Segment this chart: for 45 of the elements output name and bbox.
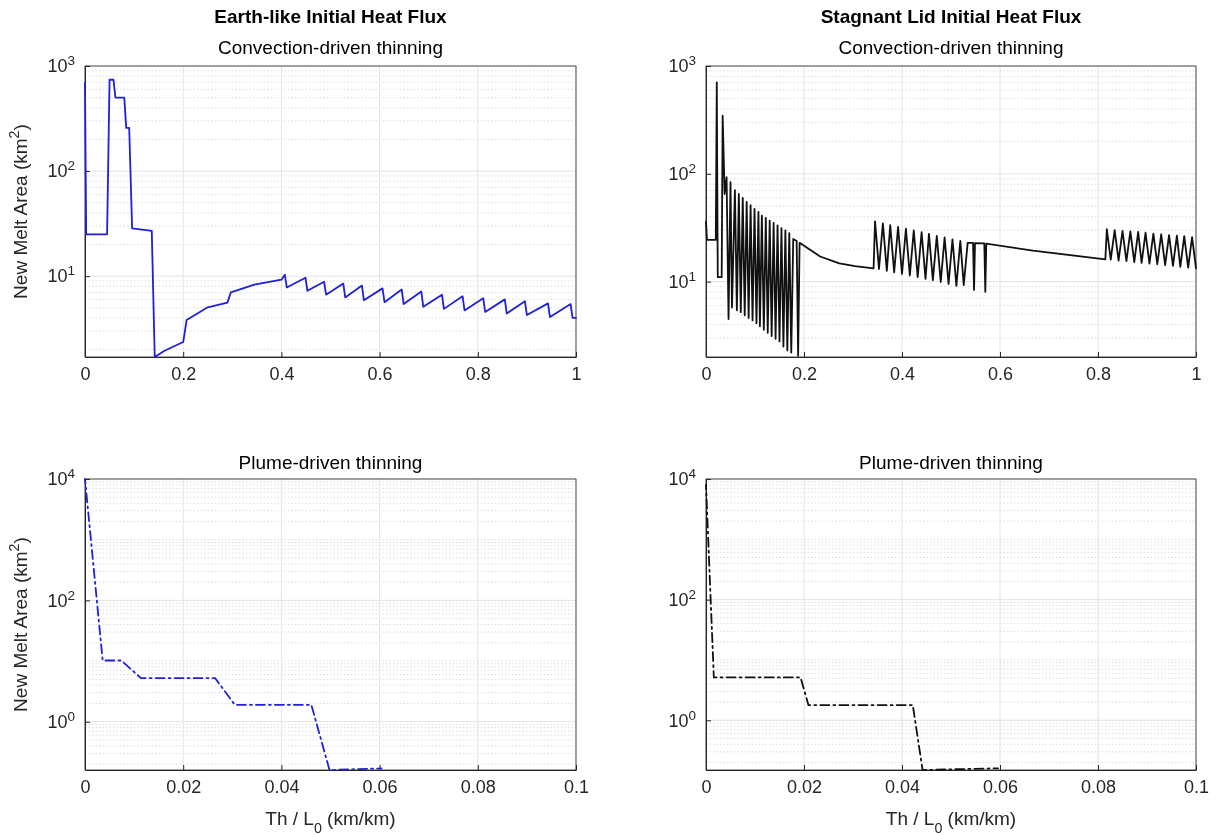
y-tick-label: 10$^{0}$ — [668, 707, 696, 731]
x-tick-label: 0 — [80, 363, 91, 384]
x-tick-label: 0.02 — [786, 776, 823, 797]
y-tick-label: 10$^{0}$ — [47, 708, 75, 732]
x-tick-label: 0.8 — [1085, 363, 1112, 384]
x-tick-label: 1 — [1191, 363, 1202, 384]
chart-subtitle: Convection-driven thinning — [218, 37, 443, 58]
x-tick-label: 0.08 — [1080, 776, 1117, 797]
y-tick-label: 10$^{4}$ — [668, 465, 697, 490]
chart-title: Earth-like Initial Heat Flux — [214, 6, 448, 27]
y-tick-label: 10$^{2}$ — [668, 160, 696, 185]
x-tick-label: 0.06 — [982, 776, 1019, 797]
y-tick-label: 10$^{3}$ — [47, 52, 75, 77]
chart-subtitle: Convection-driven thinning — [838, 37, 1064, 58]
chart-title: Stagnant Lid Initial Heat Flux — [820, 6, 1082, 27]
x-tick-label: 0.02 — [166, 776, 202, 797]
x-tick-label: 0.4 — [889, 363, 916, 384]
x-tick-label: 0.04 — [884, 776, 921, 797]
x-tick-label: 0.6 — [987, 363, 1014, 384]
line-series — [705, 483, 999, 771]
x-tick-label: 0.2 — [791, 363, 818, 384]
x-tick-label: 0 — [80, 776, 91, 797]
y-tick-label: 10$^{2}$ — [47, 157, 75, 182]
x-tick-label: 0.2 — [171, 363, 197, 384]
x-tick-label: 0.1 — [563, 776, 590, 797]
x-tick-label: 0 — [701, 363, 712, 384]
x-axis-title: Th / L$_{0}$ (km/km) — [885, 808, 1017, 835]
y-tick-label: 10$^{3}$ — [668, 52, 696, 77]
y-tick-label: 10$^{1}$ — [47, 262, 75, 287]
x-tick-label: 0.04 — [264, 776, 300, 797]
x-tick-label: 0.08 — [460, 776, 496, 797]
chart-title: Plume-driven thinning — [238, 452, 423, 473]
x-tick-label: 0.06 — [362, 776, 398, 797]
x-axis-title: Th / L$_{0}$ (km/km) — [265, 808, 396, 835]
y-tick-label: 10$^{2}$ — [668, 586, 696, 610]
x-tick-label: 1 — [571, 363, 582, 384]
y-tick-label: 10$^{2}$ — [47, 587, 75, 611]
y-tick-label: 10$^{1}$ — [668, 268, 696, 292]
y-tick-label: 10$^{4}$ — [47, 465, 76, 490]
x-tick-label: 0 — [701, 776, 712, 797]
chart-title: Plume-driven thinning — [859, 452, 1043, 473]
x-tick-label: 0.1 — [1183, 776, 1210, 797]
x-tick-label: 0.4 — [269, 363, 295, 384]
x-tick-label: 0.8 — [465, 363, 491, 384]
x-tick-label: 0.6 — [367, 363, 393, 384]
